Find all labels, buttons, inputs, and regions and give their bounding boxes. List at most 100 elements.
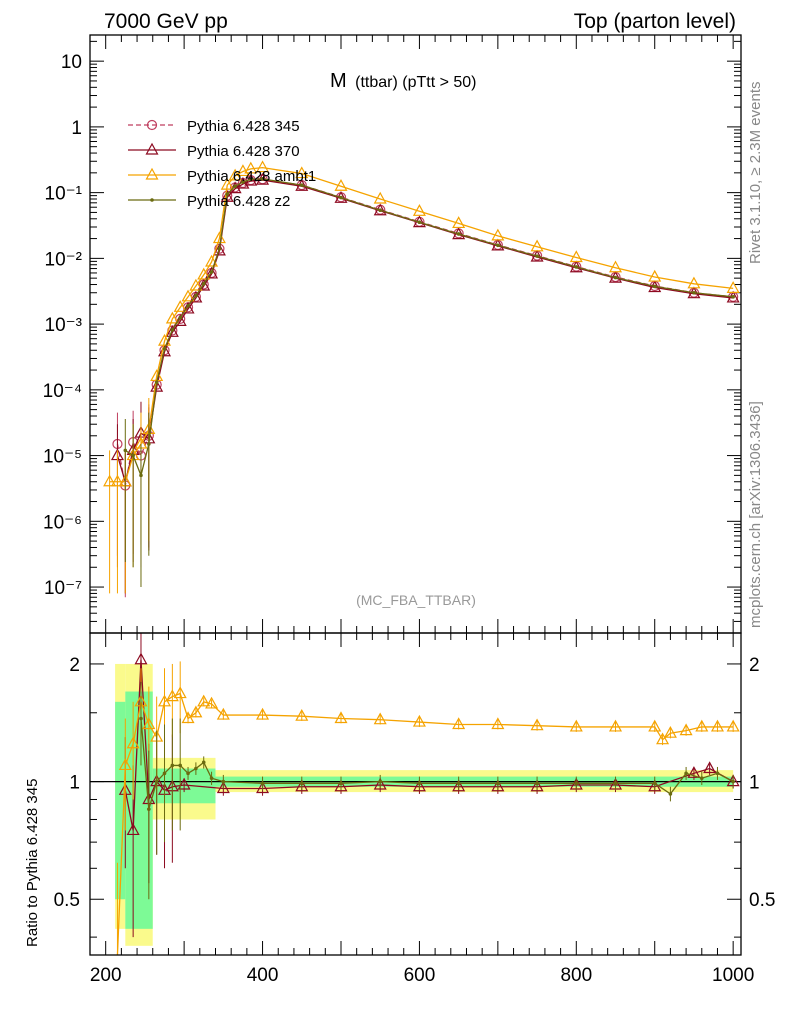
header-right: Top (parton level) (574, 10, 736, 33)
ratio-point (260, 781, 265, 786)
ratio-point (154, 779, 159, 784)
ratio-y-tick-label: 2 (69, 655, 80, 676)
data-point (194, 293, 198, 298)
data-point (225, 192, 230, 196)
mcplots-label: mcplots.cern.ch [arXiv:1306.3436] (747, 401, 764, 628)
data-point (181, 289, 195, 302)
data-point (186, 303, 190, 308)
legend-marker (145, 142, 159, 155)
ratio-point (299, 781, 304, 786)
ratio-point (699, 776, 704, 781)
ratio-point (613, 781, 618, 786)
ratio-point (530, 718, 544, 731)
data-point (373, 191, 387, 204)
data-point (244, 161, 258, 174)
y-tick-label: 10⁻⁷ (44, 578, 82, 599)
data-point (150, 379, 164, 392)
ratio-point (181, 711, 195, 724)
data-point (201, 282, 206, 286)
ratio-point (687, 766, 701, 778)
data-point (181, 301, 195, 314)
data-point (110, 474, 124, 487)
data-point (178, 315, 182, 320)
ratio-point (496, 781, 500, 786)
legend-label: Pythia 6.428 z2 (187, 193, 290, 210)
data-point (452, 216, 466, 229)
rivet-label: Rivet 3.1.10, ≥ 2.3M events (747, 82, 764, 265)
ratio-point (334, 779, 348, 792)
series-line (124, 178, 734, 478)
data-point (157, 333, 172, 346)
data-point (260, 177, 265, 181)
data-point (417, 220, 422, 224)
ratio-point (201, 760, 206, 765)
ratio-point (456, 781, 461, 786)
ratio-point (608, 719, 623, 732)
data-point (236, 164, 250, 177)
data-point (205, 254, 219, 267)
data-point (197, 278, 211, 291)
data-point (652, 284, 657, 289)
data-point (123, 448, 128, 453)
x-tick-label: 600 (404, 965, 436, 986)
ratio-point (173, 686, 187, 699)
ratio-panel-frame (89, 632, 742, 956)
ratio-point (452, 717, 466, 730)
x-tick-label: 800 (560, 965, 592, 986)
ratio-point (256, 781, 270, 794)
series-line (109, 166, 734, 483)
data-point (535, 254, 539, 258)
data-point (530, 239, 544, 252)
data-point (613, 275, 618, 280)
data-point (212, 243, 226, 256)
data-point (220, 190, 234, 202)
ratio-point (656, 732, 670, 745)
ratio-point (373, 777, 387, 790)
data-point (139, 473, 143, 478)
legend: Pythia 6.428 345 Pythia 6.428 370 Pythia 6… (128, 118, 316, 210)
x-tick-label: 1000 (712, 965, 754, 986)
ratio-point (648, 719, 662, 732)
ratio-point (197, 694, 211, 707)
ratio-point (177, 777, 191, 790)
ratio-point (178, 763, 182, 768)
ratio-point (295, 708, 309, 721)
ratio-point (216, 781, 230, 794)
ratio-y-tick-label: 0.5 (54, 890, 80, 911)
data-point (233, 184, 237, 189)
ratio-point (695, 719, 709, 732)
x-tick-label: 400 (247, 965, 279, 986)
data-point (205, 266, 219, 279)
y-tick-label: 10⁻² (45, 249, 83, 270)
data-point (456, 232, 461, 236)
ratio-point (162, 771, 167, 776)
ratio-point (126, 823, 140, 836)
ratio-point (535, 781, 539, 786)
data-point (220, 177, 234, 190)
data-point (412, 204, 426, 216)
legend-label: Pythia 6.428 ambt1 (187, 168, 316, 185)
ratio-point (417, 781, 422, 786)
ratio-point (412, 779, 426, 792)
ratio-point (715, 771, 720, 776)
ratio-point (452, 779, 466, 792)
data-point (189, 290, 203, 303)
ratio-point (126, 736, 140, 749)
ratio-point (731, 779, 735, 784)
ratio-point (216, 707, 230, 720)
data-point (248, 177, 253, 182)
data-point (212, 231, 226, 244)
y-tick-label: 10⁻¹ (45, 184, 83, 205)
data-point (299, 183, 304, 187)
ratio-point (134, 652, 148, 665)
ratio-point (703, 761, 717, 774)
ratio-point (373, 712, 387, 725)
ratio-point (142, 717, 156, 730)
data-point (154, 380, 159, 385)
y-tick-label: 10⁻³ (45, 315, 83, 336)
ratio-point (574, 781, 579, 786)
y-tick-label: 10 (61, 52, 82, 73)
legend-label: Pythia 6.428 345 (187, 118, 300, 135)
data-point (574, 265, 579, 269)
legend-marker (145, 167, 159, 180)
